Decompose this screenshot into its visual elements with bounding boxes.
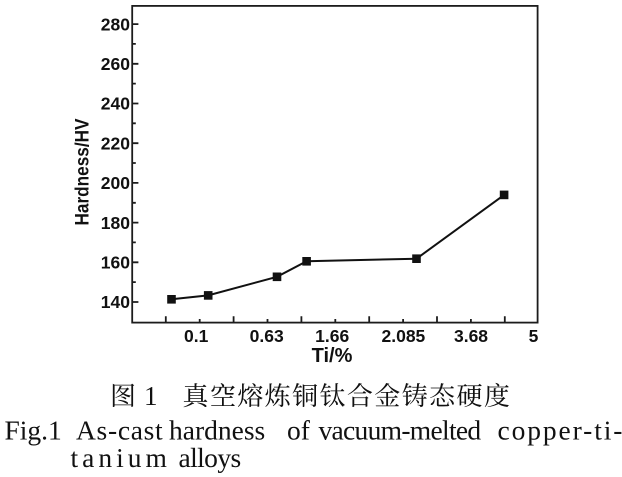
svg-text:copper-ti-: copper-ti-	[498, 415, 622, 446]
svg-text:1.66: 1.66	[315, 326, 349, 346]
svg-text:hardness: hardness	[169, 415, 265, 446]
svg-text:3.68: 3.68	[454, 326, 488, 346]
svg-text:Hardness/HV: Hardness/HV	[72, 119, 94, 226]
svg-text:vacuum-melted: vacuum-melted	[319, 415, 482, 446]
svg-text:280: 280	[101, 14, 130, 34]
svg-text:220: 220	[101, 133, 130, 153]
svg-text:As-cast: As-cast	[76, 415, 163, 446]
svg-text:200: 200	[101, 173, 130, 193]
svg-text:5: 5	[529, 326, 539, 346]
svg-text:240: 240	[101, 94, 130, 114]
svg-text:Fig.1: Fig.1	[5, 415, 62, 446]
svg-text:Ti/%: Ti/%	[312, 345, 353, 367]
svg-text:180: 180	[101, 213, 130, 233]
svg-text:260: 260	[101, 54, 130, 74]
svg-text:1: 1	[144, 381, 158, 411]
svg-text:160: 160	[101, 253, 130, 273]
svg-text:of: of	[287, 415, 311, 446]
svg-text:tanium: tanium	[71, 442, 171, 473]
svg-text:0.63: 0.63	[250, 326, 284, 346]
svg-text:alloys: alloys	[179, 442, 241, 473]
svg-text:0.1: 0.1	[184, 326, 209, 346]
svg-text:2.085: 2.085	[382, 326, 426, 346]
svg-text:140: 140	[101, 292, 130, 312]
